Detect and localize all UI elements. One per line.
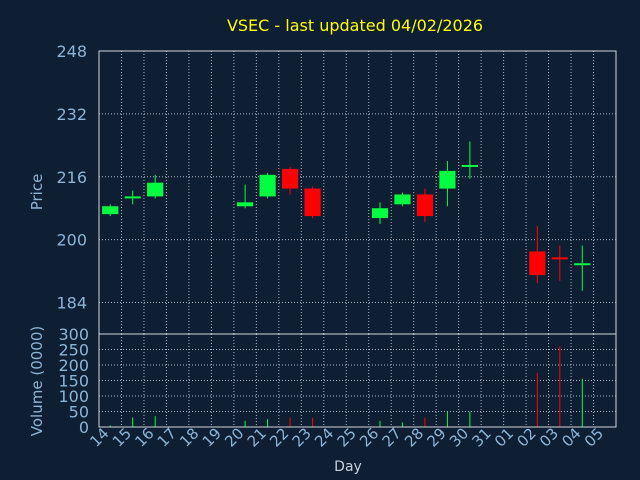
volume-frame [98,333,617,428]
price-panel: 248 232 216 200 184 Price [28,42,617,335]
price-y-tick-label: 232 [56,105,87,124]
candle-body [371,208,389,219]
volume-y-tick-label: 200 [58,356,89,375]
candle-03 [551,245,568,281]
candle-04 [574,245,591,291]
candle-16 [147,174,164,199]
candle-30 [461,141,478,179]
price-y-tick-label: 216 [56,168,87,187]
candle-23 [304,186,321,219]
price-grid [99,51,616,334]
candle-body [574,263,591,266]
candle-body [439,170,456,189]
price-frame [98,50,617,335]
candle-27 [394,192,411,207]
volume-bars [109,346,583,427]
price-y-tick-label: 248 [56,42,87,61]
candle-body [124,196,141,199]
price-y-tick-labels: 248 232 216 200 184 [56,42,87,313]
candle-body [259,174,276,197]
candle-body [416,194,434,217]
candle-14 [102,204,119,217]
candle-body [394,194,411,205]
candle-15 [124,190,141,205]
price-y-tick-label: 200 [56,231,87,250]
volume-grid [99,334,616,427]
candle-22 [281,166,299,195]
candle-26 [371,202,389,224]
candle-21 [259,172,276,199]
candle-body [529,251,546,276]
day-axis-label: Day [334,459,362,475]
day-tick-label: 05 [581,424,607,450]
volume-y-tick-label: 100 [58,387,89,406]
candle-body [102,206,119,215]
price-y-tick-label: 184 [56,294,87,313]
volume-y-tick-label: 0 [79,418,89,437]
candle-body [237,202,254,207]
chart-title: VSEC - last updated 04/02/2026 [227,16,483,35]
price-axis-label: Price [28,174,46,211]
volume-y-tick-label: 300 [58,325,89,344]
candle-body [304,188,321,217]
volume-axis-label: Volume (0000) [28,326,46,436]
candle-body [281,168,299,189]
volume-y-tick-label: 150 [58,372,89,391]
day-tick-labels: 1415161718192021222324252627282930310102… [86,424,607,450]
price-candles [102,141,591,291]
candle-body [147,182,164,197]
candle-28 [416,188,434,222]
volume-y-tick-label: 50 [69,403,89,422]
candle-02 [529,225,546,283]
volume-y-tick-label: 250 [58,341,89,360]
candle-body [551,257,568,260]
candle-20 [237,184,254,209]
candle-29 [439,161,456,207]
candle-body [461,164,478,167]
